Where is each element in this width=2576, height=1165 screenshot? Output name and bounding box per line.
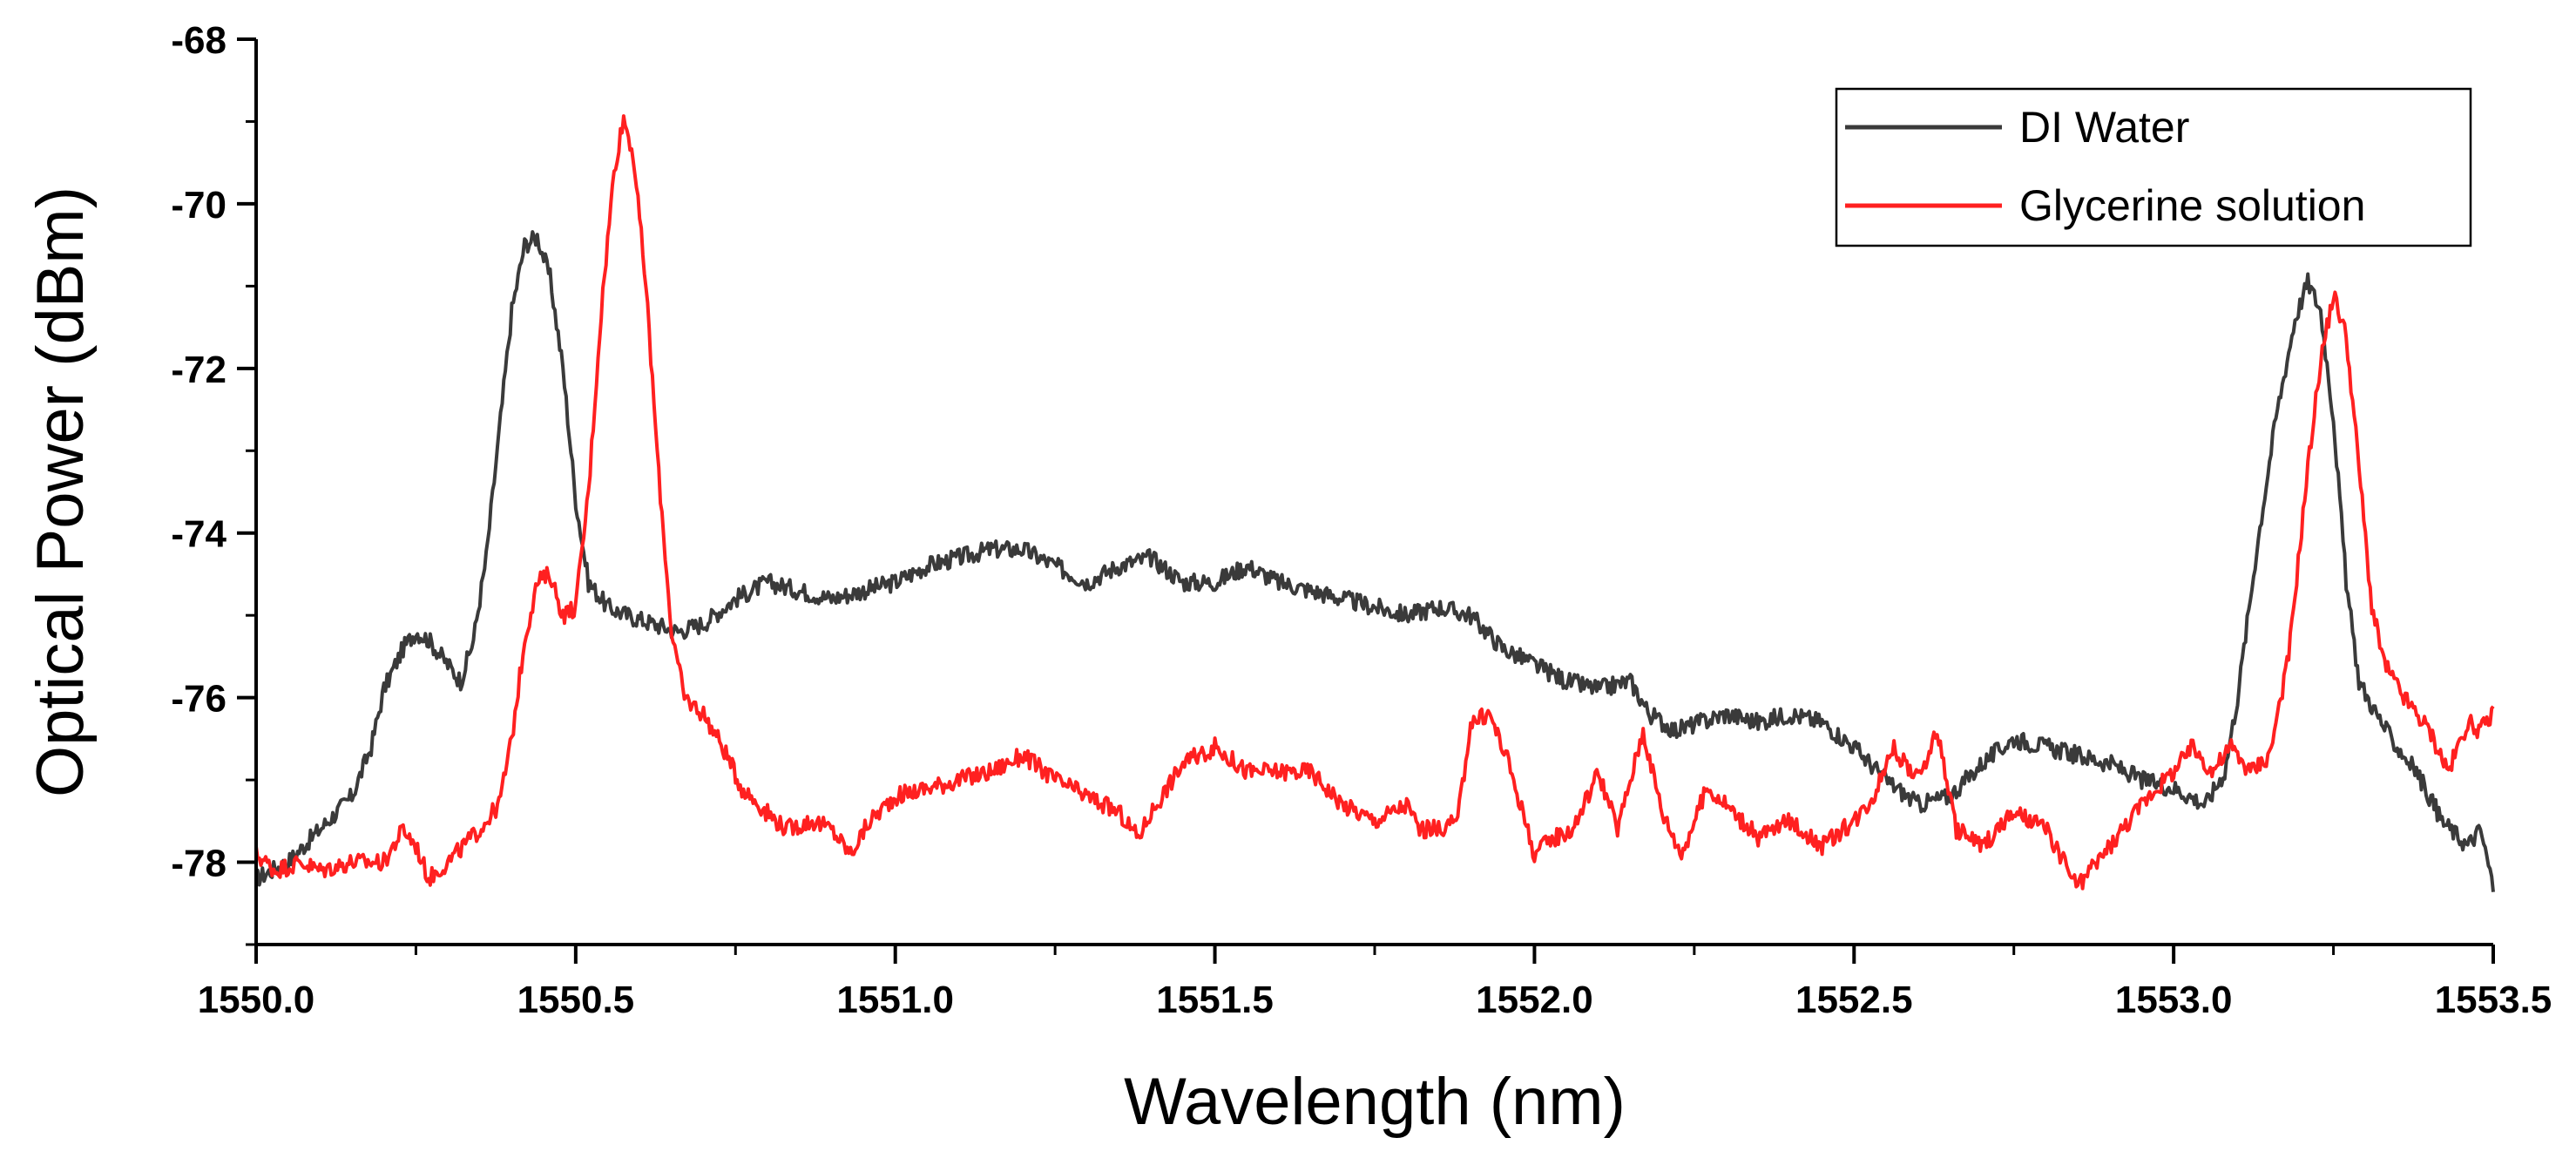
plot-area bbox=[254, 114, 2495, 892]
x-tick-label: 1553.0 bbox=[2115, 979, 2233, 1021]
legend-label: Glycerine solution bbox=[2019, 181, 2365, 230]
x-tick-label: 1553.5 bbox=[2435, 979, 2552, 1021]
legend-box bbox=[1835, 87, 2472, 247]
series-line-glycerine-solution bbox=[254, 114, 2495, 891]
x-tick-label: 1551.0 bbox=[836, 979, 954, 1021]
y-tick-label: -78 bbox=[171, 843, 226, 885]
y-axis-title: Optical Power (dBm) bbox=[24, 186, 98, 797]
series-line-di-water bbox=[254, 230, 2495, 892]
y-tick-label: -68 bbox=[171, 19, 226, 62]
legend: DI Water Glycerine solution bbox=[1835, 87, 2472, 247]
axes: -78 -76 -74 -72 -70 -68 1550.0 1550.5 1551.0 1551… bbox=[24, 19, 2552, 1139]
legend-label: DI Water bbox=[2019, 103, 2189, 152]
x-tick-label: 1550.5 bbox=[517, 979, 635, 1021]
x-tick-label: 1551.5 bbox=[1156, 979, 1274, 1021]
y-tick-label: -70 bbox=[171, 184, 226, 227]
y-tick-label: -74 bbox=[171, 513, 226, 556]
y-tick-label: -72 bbox=[171, 349, 226, 391]
x-tick-label: 1550.0 bbox=[198, 979, 315, 1021]
x-tick-label: 1552.5 bbox=[1795, 979, 1913, 1021]
x-axis-title: Wavelength (nm) bbox=[1124, 1065, 1626, 1139]
x-tick-label: 1552.0 bbox=[1476, 979, 1593, 1021]
y-tick-label: -76 bbox=[171, 678, 226, 721]
